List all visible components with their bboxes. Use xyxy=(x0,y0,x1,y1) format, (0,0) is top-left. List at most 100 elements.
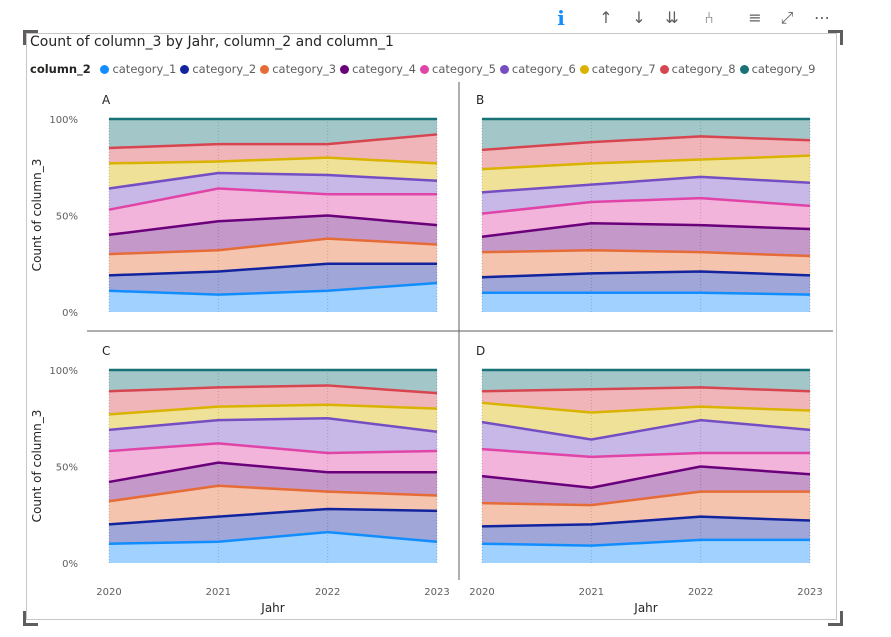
resize-handle-bottom-right[interactable] xyxy=(828,611,843,626)
line-category_4 xyxy=(108,214,438,237)
x-tick-label: 2021 xyxy=(579,587,604,598)
visual-container[interactable] xyxy=(26,33,837,620)
legend-marker xyxy=(420,65,429,74)
legend-marker xyxy=(579,65,589,74)
facet-label: A xyxy=(102,93,111,107)
line-category_7 xyxy=(108,403,438,416)
line-category_5 xyxy=(108,187,437,211)
legend-label: category_1 xyxy=(112,62,177,76)
legend-label: category_6 xyxy=(511,62,576,76)
line-category_7 xyxy=(481,401,811,414)
area-category_8 xyxy=(482,387,810,413)
legend-item-category_8[interactable]: category_8 xyxy=(659,62,736,76)
line-category_2 xyxy=(481,515,811,528)
area-category_2 xyxy=(109,263,437,295)
y-tick-label: 50% xyxy=(56,463,78,474)
y-tick-label: 100% xyxy=(49,366,78,377)
resize-handle-top-left[interactable] xyxy=(23,30,38,45)
area-category_3 xyxy=(482,250,810,278)
facet-label: B xyxy=(476,93,484,107)
line-category_1 xyxy=(108,530,438,545)
expand-hierarchy-icon[interactable]: ⑃ xyxy=(704,8,714,27)
legend-marker xyxy=(739,65,749,74)
legend-label: category_4 xyxy=(352,62,416,76)
area-category_2 xyxy=(482,516,810,546)
x-tick-label: 2023 xyxy=(797,587,822,598)
line-category_2 xyxy=(481,270,811,279)
legend-label: category_9 xyxy=(751,62,816,76)
legend-item-category_6[interactable]: category_6 xyxy=(499,62,576,76)
filter-icon[interactable]: ≡ xyxy=(748,8,762,27)
info-icon[interactable]: i xyxy=(557,6,565,30)
chart-title: Count of column_3 by Jahr, column_2 and … xyxy=(30,34,394,50)
x-tick-label: 2023 xyxy=(424,587,449,598)
more-options-icon[interactable]: ⋯ xyxy=(814,8,830,27)
y-tick-label: 0% xyxy=(62,559,78,570)
legend: column_2 category_1 category_2 category_3 c… xyxy=(30,62,819,78)
x-tick-label: 2021 xyxy=(206,587,231,598)
legend-item-category_5[interactable]: category_5 xyxy=(420,62,496,76)
line-category_8 xyxy=(481,386,811,393)
line-category_2 xyxy=(108,262,437,277)
area-category_1 xyxy=(109,283,437,312)
resize-handle-bottom-left[interactable] xyxy=(23,611,38,626)
legend-item-category_2[interactable]: category_2 xyxy=(180,62,256,76)
line-category_4 xyxy=(481,221,811,238)
area-category_9 xyxy=(482,119,810,150)
y-tick-label: 50% xyxy=(56,212,78,223)
focus-mode-icon[interactable]: ⤢ xyxy=(780,8,794,27)
line-category_8 xyxy=(108,133,438,150)
line-category_3 xyxy=(108,237,438,256)
area-category_5 xyxy=(109,188,437,235)
resize-handle-top-right[interactable] xyxy=(828,30,843,45)
legend-item-category_4[interactable]: category_4 xyxy=(340,62,416,76)
line-category_3 xyxy=(481,490,810,507)
area-category_1 xyxy=(109,532,437,563)
line-category_6 xyxy=(108,171,438,190)
legend-item-category_7[interactable]: category_7 xyxy=(579,62,656,76)
area-category_3 xyxy=(109,238,437,276)
area-category_7 xyxy=(482,155,810,193)
expand-all-down-icon[interactable]: ⇊ xyxy=(665,8,679,27)
x-axis-title: Jahr xyxy=(260,601,284,615)
y-tick-label: 0% xyxy=(62,308,78,319)
legend-label: category_8 xyxy=(671,62,736,76)
line-category_5 xyxy=(481,447,810,459)
drill-down-icon[interactable]: ↓ xyxy=(632,8,646,27)
facet-label: D xyxy=(476,344,485,358)
legend-marker xyxy=(659,65,669,74)
area-category_8 xyxy=(109,385,437,415)
legend-marker xyxy=(340,65,350,74)
facet-panel-D: D 2020 2021 2022 2023 xyxy=(469,344,822,598)
line-category_8 xyxy=(481,135,811,152)
line-category_7 xyxy=(481,154,811,171)
legend-item-category_1[interactable]: category_1 xyxy=(100,62,176,76)
legend-marker xyxy=(260,65,270,74)
legend-label: category_5 xyxy=(432,62,496,76)
area-category_3 xyxy=(482,491,810,527)
area-category_4 xyxy=(482,466,810,506)
line-category_4 xyxy=(108,461,437,484)
line-category_4 xyxy=(481,465,811,489)
area-category_6 xyxy=(482,420,810,457)
drill-up-icon[interactable]: ↑ xyxy=(599,8,613,27)
line-category_6 xyxy=(481,418,811,441)
x-tick-label: 2020 xyxy=(96,587,121,598)
x-tick-label: 2022 xyxy=(688,587,713,598)
legend-label: category_2 xyxy=(192,62,257,76)
line-category_3 xyxy=(481,248,811,258)
x-axis-title: Jahr xyxy=(633,601,657,615)
legend-marker xyxy=(100,65,110,74)
legend-label: category_7 xyxy=(591,62,656,76)
legend-item-category_9[interactable]: category_9 xyxy=(739,62,816,76)
legend-marker xyxy=(499,65,509,74)
legend-item-category_3[interactable]: category_3 xyxy=(260,62,336,76)
legend-title: column_2 xyxy=(30,62,91,76)
visual-header-toolbar: i ↑ ↓ ⇊ ⑃ ≡ ⤢ ⋯ xyxy=(548,6,848,30)
area-category_5 xyxy=(482,198,810,237)
line-category_3 xyxy=(108,484,438,503)
line-category_5 xyxy=(108,442,438,455)
line-category_1 xyxy=(482,291,811,296)
area-category_2 xyxy=(482,271,810,295)
y-axis-title: Count of column_3 xyxy=(30,410,44,523)
